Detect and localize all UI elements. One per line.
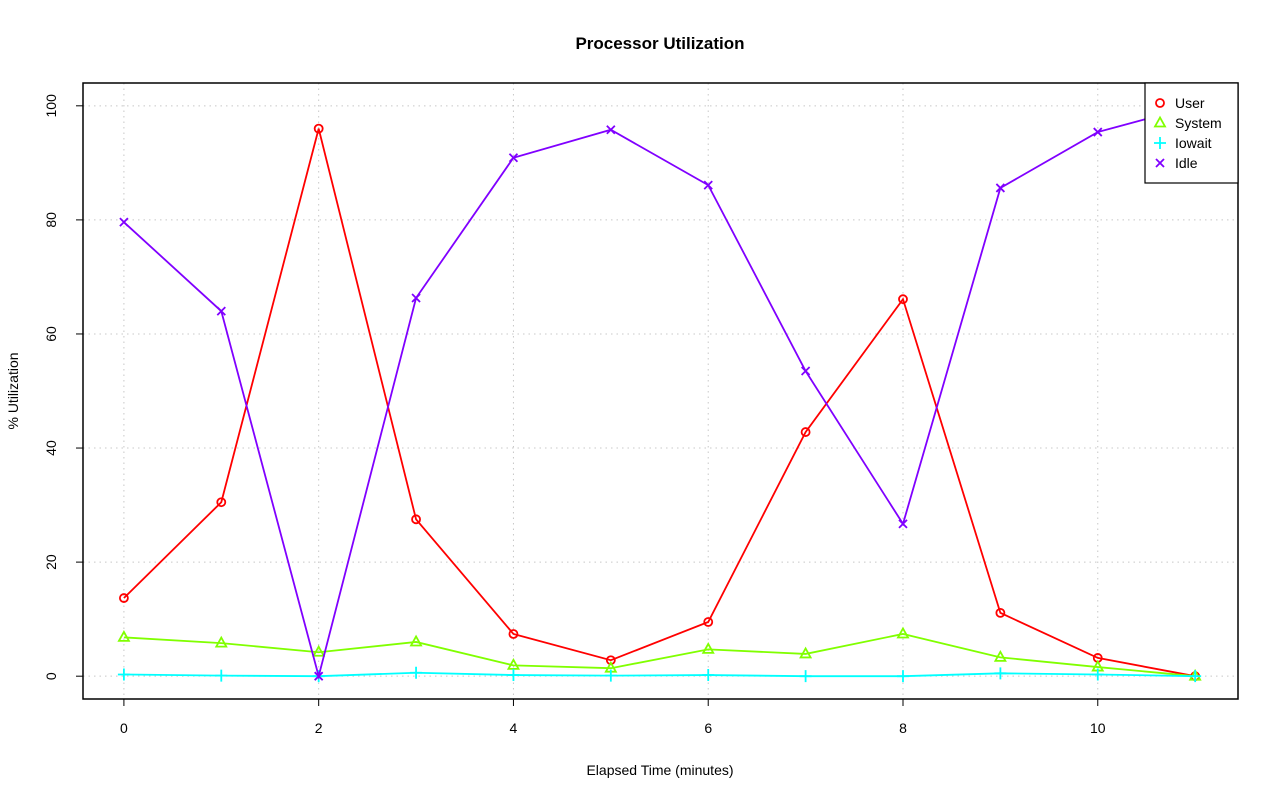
data-point [994,667,1007,680]
legend-marker [1153,115,1167,128]
series-line [123,671,1196,678]
chart-title: Processor Utilization [575,34,744,53]
data-point [312,644,326,657]
data-point [799,646,813,659]
data-point [800,427,811,437]
legend: User System Iowait Idle [1144,82,1239,184]
data-point [507,669,520,682]
data-point [314,671,324,681]
data-point [703,617,714,627]
data-point [216,497,227,508]
data-point [993,650,1007,662]
series-line [123,633,1196,678]
legend-label: Idle [1175,155,1198,171]
legend-marker [1155,158,1165,168]
series-line [123,128,1196,678]
y-tick-label: 60 [43,326,59,342]
y-tick-label: 40 [43,440,59,456]
data-point [896,626,910,639]
data-point [703,180,713,190]
data-point [411,514,421,525]
data-point [995,607,1006,618]
data-point [604,669,617,682]
y-tick-label: 100 [43,94,59,118]
y-tick-label: 0 [43,672,59,680]
x-tick-label: 0 [120,720,128,736]
plot-frame [82,82,1239,700]
data-point [1093,127,1103,137]
x-tick-label: 8 [899,720,907,736]
data-point [215,669,228,682]
data-point [898,294,908,305]
data-point [119,217,129,227]
data-point [606,125,616,135]
data-point [1189,670,1202,683]
data-point [117,630,131,642]
legend-label: Iowait [1175,135,1212,151]
y-tick-label: 80 [43,212,59,228]
data-point [506,657,520,670]
legend-marker [1155,98,1165,108]
y-tick-label: 20 [43,554,59,570]
data-point [701,642,715,654]
series-line [123,104,1196,680]
legend-label: User [1175,95,1205,111]
data-point [702,669,715,682]
x-tick-label: 4 [510,720,518,736]
data-point [214,635,228,648]
data-point [1091,668,1104,681]
data-point [898,519,908,529]
data-point [117,668,130,681]
data-point [508,629,519,639]
data-point [799,670,812,683]
data-point [313,123,324,134]
y-axis-label: % Utilization [5,352,21,429]
data-point [119,593,129,603]
data-point [409,634,423,647]
legend-label: System [1175,115,1222,131]
data-point [508,153,519,163]
data-point [216,306,226,316]
data-point [411,293,421,303]
x-axis-label: Elapsed Time (minutes) [586,762,733,778]
data-point [896,670,909,683]
x-tick-label: 6 [704,720,712,736]
data-point [410,666,423,679]
data-point [995,183,1006,193]
series-iowait [117,666,1202,683]
series-system [117,626,1202,681]
x-tick-label: 10 [1090,720,1106,736]
series-idle [119,101,1200,681]
data-point [800,366,811,376]
series-user [119,123,1201,682]
legend-marker [1154,137,1166,149]
x-tick-label: 2 [315,720,323,736]
